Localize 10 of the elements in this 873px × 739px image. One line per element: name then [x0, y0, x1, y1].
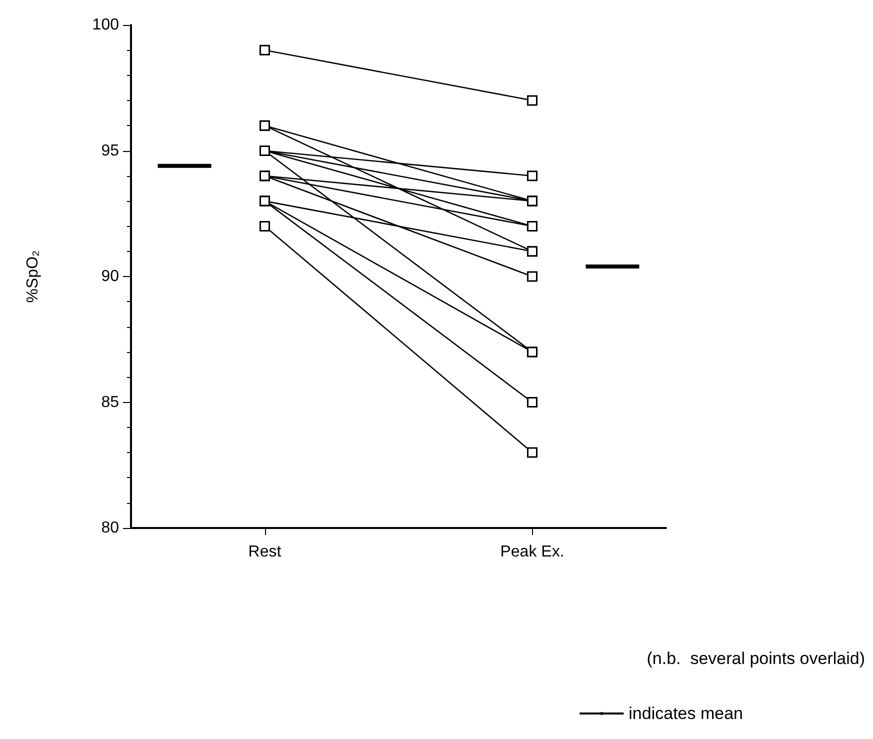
legend-label: indicates mean: [628, 704, 743, 723]
x-tick-label: Rest: [248, 544, 282, 560]
x-tick-label: Peak Ex.: [500, 544, 564, 560]
text: (n.b. several points overlaid): [646, 649, 866, 668]
y-tick-label: 85: [101, 394, 120, 411]
y-tick-label: 80: [101, 520, 120, 536]
y-tick-label: 95: [101, 142, 120, 160]
y-tick-label: 100: [92, 16, 120, 34]
y-axis-title: %SpO₂: [24, 250, 42, 303]
y-tick-label: 90: [101, 268, 120, 285]
